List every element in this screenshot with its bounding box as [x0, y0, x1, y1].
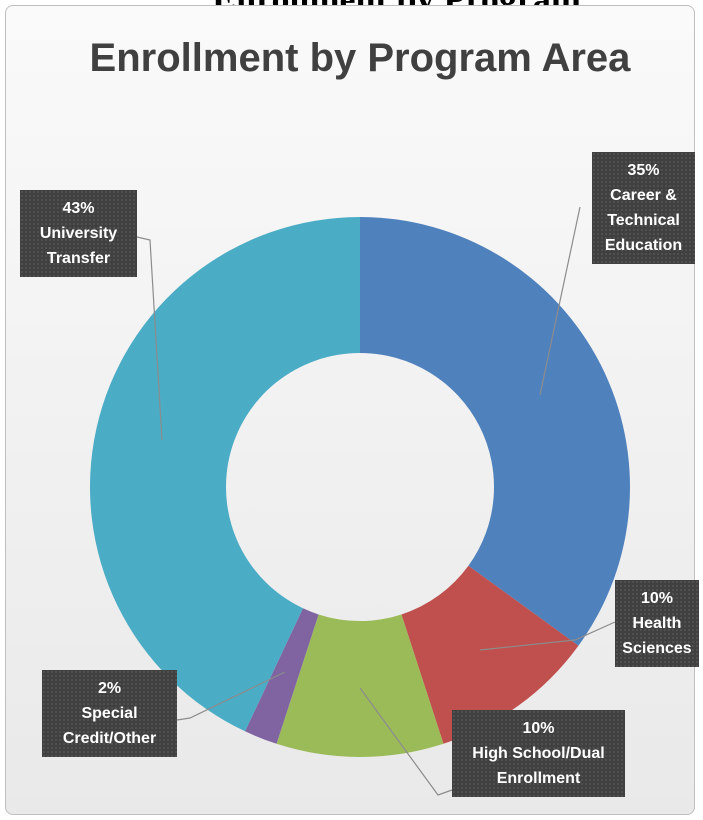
- leader-line: [479, 621, 616, 651]
- leader-line: [539, 206, 581, 396]
- value-label: 10%: [640, 590, 674, 607]
- value-label: 43%: [62, 200, 95, 217]
- data-label: 35% Career & Technical Education: [592, 152, 695, 264]
- chart-title: Enrollment by Program Area: [89, 36, 631, 80]
- value-label: 10%: [522, 720, 555, 737]
- value-label: 35%: [627, 162, 660, 179]
- category-label: Special Credit/Other: [62, 705, 157, 747]
- data-label: 10% High School/Dual Enrollment: [452, 710, 625, 797]
- donut-slice: [360, 217, 630, 646]
- data-label: 2% Special Credit/Other: [42, 670, 177, 757]
- leader-line: [176, 671, 286, 721]
- data-label: 10% Health Sciences: [615, 580, 699, 667]
- leader-line: [359, 687, 453, 796]
- category-label: High School/Dual Enrollment: [472, 745, 605, 787]
- donut-slice: [89, 217, 360, 732]
- donut-slice: [401, 565, 579, 744]
- donut-slice: [276, 614, 444, 758]
- donut-slice: [245, 608, 319, 744]
- value-label: 2%: [97, 680, 122, 697]
- data-label: 43% University Transfer: [20, 190, 137, 277]
- category-label: Health Sciences: [622, 615, 692, 657]
- leader-line: [136, 236, 163, 441]
- category-label: Career & Technical Education: [604, 187, 683, 254]
- category-label: University Transfer: [39, 225, 118, 267]
